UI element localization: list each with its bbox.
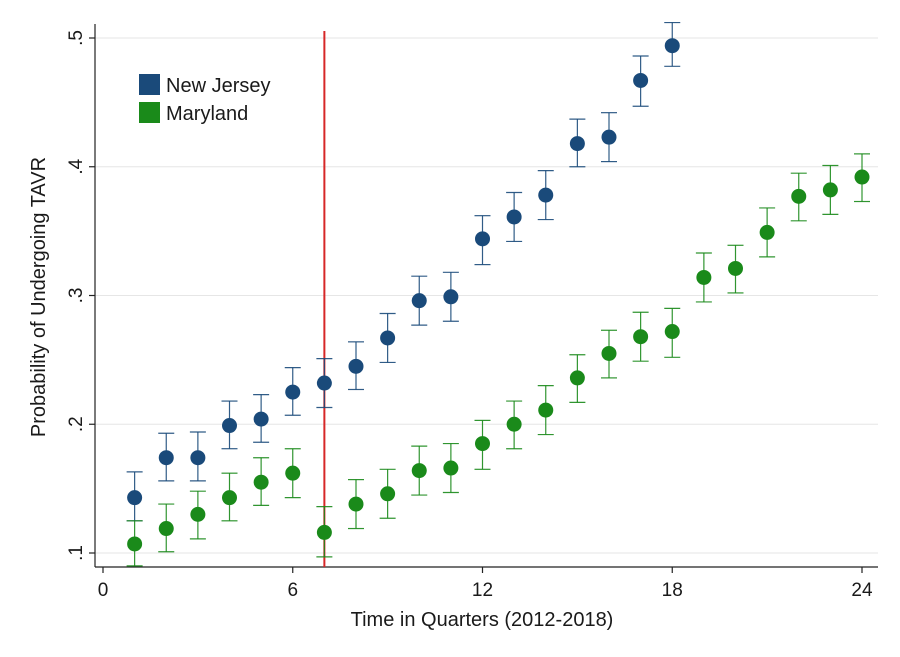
data-point-0-14 [569, 136, 585, 152]
data-point-1-4 [253, 474, 269, 490]
data-point-1-17 [664, 324, 680, 340]
data-point-0-3 [222, 418, 237, 434]
data-point-0-10 [443, 289, 459, 305]
x-tick-label-1: 6 [287, 580, 298, 601]
data-point-0-6 [316, 375, 332, 391]
data-point-1-10 [443, 460, 459, 476]
data-point-0-12 [506, 209, 522, 225]
series-1 [126, 153, 870, 567]
data-point-1-9 [411, 463, 427, 479]
y-tick-label-2: .3 [66, 288, 87, 304]
data-point-1-0 [127, 536, 143, 552]
y-tick-label-0: .1 [66, 545, 87, 561]
x-tick-label-0: 0 [98, 580, 109, 601]
data-point-1-16 [633, 329, 649, 345]
data-point-1-1 [158, 521, 174, 537]
data-point-1-6 [316, 524, 332, 540]
legend: New Jersey Maryland [139, 74, 270, 125]
data-marks [126, 21, 870, 567]
data-point-0-2 [190, 450, 206, 466]
data-point-1-23 [854, 169, 870, 185]
data-point-0-15 [601, 129, 617, 145]
data-point-1-2 [190, 506, 206, 522]
series-0 [126, 21, 681, 522]
data-point-0-7 [348, 358, 364, 374]
data-point-0-17 [664, 38, 680, 54]
data-point-1-8 [380, 486, 396, 502]
data-point-1-13 [538, 402, 554, 418]
data-point-0-9 [411, 293, 427, 309]
data-point-1-14 [569, 370, 585, 386]
data-point-1-15 [601, 345, 617, 361]
data-point-0-16 [633, 72, 649, 88]
data-point-1-11 [475, 436, 490, 452]
data-point-0-4 [253, 411, 269, 427]
data-point-1-18 [696, 269, 712, 285]
legend-swatch-0 [139, 74, 160, 95]
data-point-0-0 [127, 490, 143, 506]
y-axis-title: Probability of Undergoing TAVR [28, 157, 50, 437]
data-point-0-5 [285, 384, 301, 400]
data-point-1-22 [822, 182, 838, 198]
data-point-1-7 [348, 496, 364, 512]
data-point-1-12 [506, 416, 522, 432]
legend-label-1: Maryland [166, 103, 248, 125]
x-tick-label-3: 18 [662, 580, 683, 601]
x-tick-label-4: 24 [851, 580, 873, 601]
y-tick-label-3: .4 [66, 158, 87, 174]
data-point-0-11 [475, 231, 490, 247]
y-tick-label-4: .5 [66, 30, 87, 46]
data-point-0-13 [538, 187, 554, 203]
axes: .1 .2 .3 .4 .5 0 6 12 18 24 [66, 24, 878, 601]
data-point-0-1 [158, 450, 174, 466]
data-point-1-5 [285, 465, 301, 481]
data-point-1-19 [728, 260, 743, 276]
data-point-1-3 [222, 490, 237, 506]
data-point-1-20 [759, 224, 775, 240]
data-point-1-21 [791, 188, 807, 204]
y-tick-label-1: .2 [66, 416, 87, 432]
legend-swatch-1 [139, 102, 160, 123]
legend-label-0: New Jersey [166, 75, 270, 97]
x-tick-label-2: 12 [472, 580, 493, 601]
data-point-0-8 [380, 330, 396, 346]
x-axis-title: Time in Quarters (2012-2018) [351, 609, 614, 631]
